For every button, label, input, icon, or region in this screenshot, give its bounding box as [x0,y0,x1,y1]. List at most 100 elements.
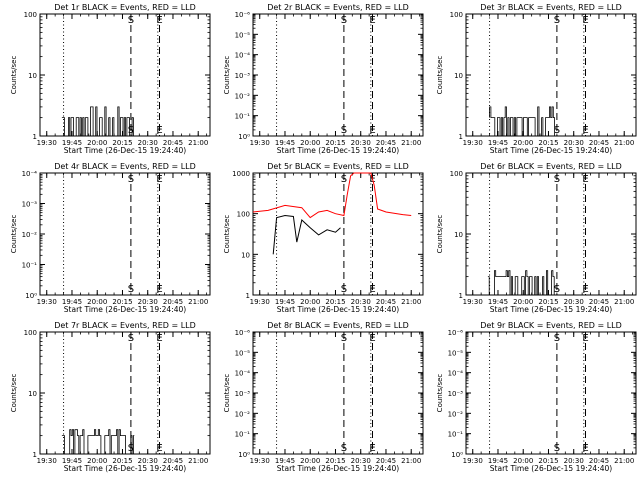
x-tick-label: 19:45 [275,139,295,147]
chart-title: Det 3r BLACK = Events, RED = LLD [480,3,622,12]
x-tick-label: 20:15 [325,139,345,147]
y-tick-label: 10⁻² [22,231,38,239]
chart-title: Det 6r BLACK = Events, RED = LLD [480,162,622,171]
x-axis-label: Start Time (26-Dec-15 19:24:40) [277,305,399,314]
marker-label-bottom: E [582,125,588,136]
x-tick-label: 20:00 [300,298,320,306]
marker-label-bottom: S [554,125,560,136]
y-axis-label: Counts/sec [10,56,18,95]
y-tick-label: 1 [459,133,463,141]
x-tick-label: 20:45 [589,139,609,147]
marker-label-bottom: E [369,125,375,136]
marker-label-bottom: S [341,443,347,454]
x-tick-label: 21:00 [401,298,421,306]
x-tick-label: 20:00 [513,298,533,306]
marker-label-top: S [554,174,560,185]
x-tick-label: 20:45 [376,139,396,147]
y-tick-label: 10⁰ [451,451,463,459]
y-tick-label: 1 [33,133,37,141]
y-tick-label: 10 [454,72,463,80]
x-tick-label: 20:00 [300,139,320,147]
y-tick-label: 10⁻⁶ [235,11,251,19]
marker-label-top: S [554,333,560,344]
y-tick-label: 10⁻⁶ [235,329,251,337]
x-tick-label: 19:30 [463,139,483,147]
x-tick-label: 20:00 [300,457,320,465]
x-tick-label: 20:00 [87,457,107,465]
marker-label-top: E [156,174,162,185]
y-axis-label: Counts/sec [10,215,18,254]
marker-label-top: E [369,15,375,26]
x-tick-label: 19:45 [62,298,82,306]
x-tick-label: 21:00 [188,139,208,147]
x-axis-label: Start Time (26-Dec-15 19:24:40) [64,464,186,473]
y-tick-label: 1 [33,451,37,459]
marker-label-top: S [554,15,560,26]
x-tick-label: 20:45 [376,457,396,465]
x-tick-label: 20:15 [325,457,345,465]
marker-label-top: E [582,174,588,185]
marker-label-top: E [582,15,588,26]
x-tick-label: 21:00 [188,457,208,465]
marker-label-bottom: S [341,284,347,295]
x-tick-label: 21:00 [614,457,634,465]
x-tick-label: 19:45 [62,139,82,147]
x-tick-label: 20:45 [589,457,609,465]
y-tick-label: 100 [24,11,37,19]
x-tick-label: 20:45 [589,298,609,306]
y-tick-label: 10⁻² [235,410,251,418]
x-tick-label: 20:15 [325,298,345,306]
y-tick-label: 10⁻³ [22,201,38,209]
marker-label-top: S [128,333,134,344]
y-tick-label: 1 [246,292,250,300]
x-tick-label: 19:45 [275,457,295,465]
x-tick-label: 19:30 [250,457,270,465]
marker-label-bottom: E [582,284,588,295]
y-tick-label: 10⁻⁵ [235,31,251,39]
y-tick-label: 10⁰ [238,451,250,459]
x-tick-label: 19:45 [488,457,508,465]
y-tick-label: 10⁰ [25,292,37,300]
chart-panel-2: Det 2r BLACK = Events, RED = LLD 10⁰ 10⁻¹ 1… [223,3,424,155]
y-axis-label: Counts/sec [223,56,231,95]
x-tick-label: 21:00 [401,457,421,465]
plot-frame [252,13,424,137]
chart-title: Det 1r BLACK = Events, RED = LLD [54,3,196,12]
plot-frame [465,331,637,455]
x-tick-label: 20:45 [163,139,183,147]
y-axis-label: Counts/sec [223,215,231,254]
x-tick-label: 20:30 [138,457,158,465]
y-tick-label: 10⁻¹ [235,113,251,121]
y-axis-label: Counts/sec [436,56,444,95]
y-tick-label: 10⁻³ [235,72,251,80]
marker-label-top: S [341,15,347,26]
y-axis-label: Counts/sec [436,374,444,413]
marker-label-bottom: S [341,125,347,136]
x-tick-label: 20:15 [112,298,132,306]
x-tick-label: 20:30 [351,457,371,465]
chart-panel-8: Det 8r BLACK = Events, RED = LLD 10⁰ 10⁻¹ 1… [223,321,424,473]
y-axis-label: Counts/sec [436,215,444,254]
y-tick-label: 1000 [232,170,250,178]
marker-label-top: E [582,333,588,344]
x-tick-label: 21:00 [614,298,634,306]
marker-label-bottom: E [369,443,375,454]
x-tick-label: 20:00 [513,457,533,465]
marker-label-top: E [369,333,375,344]
marker-label-bottom: E [156,125,162,136]
plot-frame [465,172,637,296]
y-tick-label: 10⁻⁶ [448,329,464,337]
x-tick-label: 19:30 [37,139,57,147]
x-axis-label: Start Time (26-Dec-15 19:24:40) [490,146,612,155]
x-tick-label: 20:30 [138,139,158,147]
y-tick-label: 10⁻⁴ [448,370,464,378]
x-tick-label: 19:45 [275,298,295,306]
y-tick-label: 10⁻⁵ [235,349,251,357]
x-tick-label: 19:30 [37,298,57,306]
chart-panel-5: Det 5r BLACK = Events, RED = LLD 1 10 100 10… [223,162,424,314]
chart-panel-1: Det 1r BLACK = Events, RED = LLD 1 10 100 19… [10,3,211,155]
x-tick-label: 19:30 [463,457,483,465]
y-tick-label: 1 [459,292,463,300]
x-tick-label: 20:15 [538,298,558,306]
